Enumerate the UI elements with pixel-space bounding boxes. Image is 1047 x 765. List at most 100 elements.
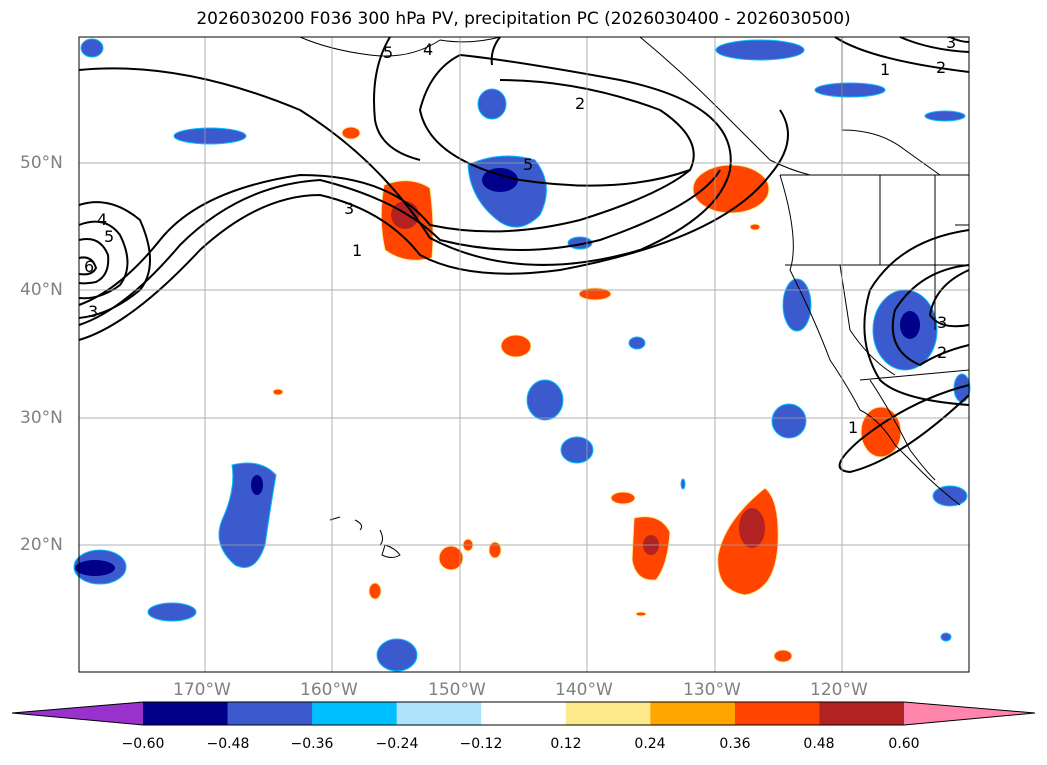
map-frame — [78, 36, 970, 673]
coastlines — [299, 36, 970, 558]
colorbar — [11, 701, 1036, 726]
positive-anomaly — [272, 388, 284, 396]
positive-anomaly — [488, 541, 502, 559]
positive-anomaly — [500, 334, 532, 358]
lon-label-130w: 130°W — [683, 680, 741, 700]
negative-anomaly — [924, 110, 966, 122]
lon-label-140w: 140°W — [555, 680, 613, 700]
contour-label: 1 — [880, 60, 890, 79]
negative-anomaly — [628, 336, 646, 350]
contour-label: 4 — [423, 40, 433, 59]
lat-label-40n: 40°N — [20, 280, 63, 300]
pv-contour — [78, 54, 732, 266]
contour-label: 5 — [383, 43, 393, 62]
contour-label: 4 — [97, 210, 107, 229]
contour-label: 2 — [937, 343, 947, 362]
colorbar-cell — [565, 702, 651, 725]
negative-anomaly — [814, 82, 886, 98]
colorbar-cell — [396, 702, 482, 725]
negative-core — [75, 560, 115, 576]
colorbar-cell — [650, 702, 736, 725]
colorbar-outline — [11, 701, 1036, 726]
north-america-coast — [779, 174, 961, 506]
pv-contour — [373, 36, 421, 161]
state-borders — [785, 175, 970, 381]
colorbar-tick-label: 0.60 — [888, 736, 920, 752]
baja-california — [869, 379, 936, 481]
map-plot: 5 4 2 1 2 3 3 1 4 5 6 3 5 1 3 2 — [73, 33, 971, 673]
graticule — [79, 37, 969, 672]
colorbar-tick-label: −0.24 — [375, 736, 419, 752]
pv-contour — [899, 36, 970, 53]
contour-label: 3 — [88, 302, 98, 321]
negative-anomaly — [932, 485, 968, 507]
alaska-panhandle — [639, 36, 811, 176]
positive-anomaly — [610, 491, 636, 505]
colorbar-extend-high — [904, 702, 1035, 725]
contour-label: 3 — [344, 199, 354, 218]
pv-contour — [78, 238, 110, 285]
lat-label-50n: 50°N — [20, 153, 63, 173]
negative-anomaly — [147, 602, 197, 622]
pv-contour — [834, 36, 970, 73]
pv-contour — [78, 169, 691, 306]
colorbar-tick-label: −0.48 — [206, 736, 250, 752]
colorbar-cell — [312, 702, 398, 725]
contour-label: 2 — [936, 58, 946, 77]
colorbar-cell — [481, 702, 567, 725]
negative-anomaly — [560, 436, 594, 464]
lon-label-160w: 160°W — [300, 680, 358, 700]
hawaiian-islands — [329, 516, 401, 558]
negative-anomaly — [80, 38, 104, 58]
negative-core — [251, 475, 263, 495]
negative-anomaly — [526, 379, 564, 421]
map-title: 2026030200 F036 300 hPa PV, precipitatio… — [196, 9, 851, 29]
negative-anomaly — [680, 478, 686, 490]
negative-anomaly — [376, 638, 418, 672]
pv-contour — [78, 109, 789, 341]
pv-contours — [78, 36, 970, 474]
pv-contour — [78, 220, 129, 300]
pv-contour — [863, 229, 970, 406]
lat-label-20n: 20°N — [20, 535, 63, 555]
contour-label: 5 — [523, 155, 533, 174]
pv-contour — [928, 269, 970, 328]
negative-core — [900, 311, 920, 339]
colorbar-tick-label: −0.60 — [121, 736, 165, 752]
positive-anomaly — [749, 223, 761, 231]
negative-anomaly — [782, 278, 812, 332]
contour-label: 1 — [848, 418, 858, 437]
contour-label: 6 — [84, 257, 94, 276]
lon-label-170w: 170°W — [173, 680, 231, 700]
pv-contour — [78, 201, 151, 319]
contour-label: 5 — [104, 227, 114, 246]
positive-anomaly — [368, 582, 382, 600]
contour-label: 3 — [937, 313, 947, 332]
positive-anomaly — [438, 545, 464, 571]
colorbar-cell — [819, 702, 905, 725]
positive-anomaly — [773, 649, 793, 663]
colorbar-tick-label: 0.36 — [719, 736, 751, 752]
pv-contour — [418, 54, 695, 187]
pv-contour — [78, 256, 98, 276]
colorbar-tick-label: 0.12 — [550, 736, 582, 752]
canada-province-border — [841, 37, 941, 176]
negative-anomaly — [771, 403, 807, 439]
negative-core — [482, 168, 518, 192]
lat-label-30n: 30°N — [20, 408, 63, 428]
colorbar-tick-label: −0.12 — [459, 736, 503, 752]
pv-contour — [891, 264, 970, 367]
colorbar-tick-label: 0.24 — [634, 736, 666, 752]
alaska-coast — [299, 36, 501, 57]
positive-anomaly — [341, 126, 361, 140]
colorbar-cell — [734, 702, 820, 725]
pv-contour — [949, 36, 970, 43]
anomaly-fields — [73, 38, 971, 672]
positive-anomaly — [635, 611, 647, 617]
colorbar-cell — [143, 702, 229, 725]
colorbar-extend-low — [12, 702, 143, 725]
pv-contour — [838, 384, 970, 474]
lon-label-150w: 150°W — [428, 680, 486, 700]
negative-anomaly — [477, 88, 507, 120]
contour-label: 2 — [575, 94, 585, 113]
